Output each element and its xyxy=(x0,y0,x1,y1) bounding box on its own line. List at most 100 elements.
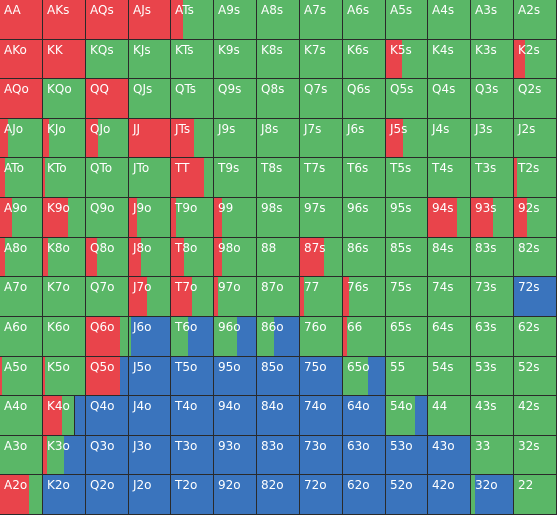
hand-cell[interactable]: T3s xyxy=(471,158,513,197)
hand-cell[interactable]: Q7o xyxy=(86,277,128,316)
hand-cell[interactable]: Q7s xyxy=(300,79,342,118)
hand-cell[interactable]: AKs xyxy=(43,0,85,39)
hand-cell[interactable]: J8o xyxy=(129,238,170,276)
hand-cell[interactable]: KK xyxy=(43,40,85,78)
hand-cell[interactable]: Q8s xyxy=(257,79,299,118)
hand-cell[interactable]: AJo xyxy=(0,119,42,157)
hand-cell[interactable]: T6o xyxy=(171,317,213,356)
hand-cell[interactable]: T4o xyxy=(171,396,213,435)
hand-cell[interactable]: K7o xyxy=(43,277,85,316)
hand-cell[interactable]: QTo xyxy=(86,158,128,197)
hand-cell[interactable]: Q6o xyxy=(86,317,128,356)
hand-cell[interactable]: 77 xyxy=(300,277,342,316)
hand-cell[interactable]: 76s xyxy=(343,277,385,316)
hand-cell[interactable]: 74o xyxy=(300,396,342,435)
hand-cell[interactable]: K4o xyxy=(43,396,85,435)
hand-cell[interactable]: A9o xyxy=(0,198,42,237)
hand-cell[interactable]: 83o xyxy=(257,436,299,474)
hand-cell[interactable]: T6s xyxy=(343,158,385,197)
hand-cell[interactable]: K6o xyxy=(43,317,85,356)
hand-cell[interactable]: 64o xyxy=(343,396,385,435)
hand-cell[interactable]: 95o xyxy=(214,357,256,395)
hand-cell[interactable]: J2s xyxy=(514,119,556,157)
hand-cell[interactable]: 55 xyxy=(386,357,427,395)
hand-cell[interactable]: K9o xyxy=(43,198,85,237)
hand-cell[interactable]: J5o xyxy=(129,357,170,395)
hand-cell[interactable]: J9o xyxy=(129,198,170,237)
hand-cell[interactable]: KTs xyxy=(171,40,213,78)
hand-cell[interactable]: QJs xyxy=(129,79,170,118)
hand-cell[interactable]: K9s xyxy=(214,40,256,78)
hand-cell[interactable]: 98o xyxy=(214,238,256,276)
hand-cell[interactable]: 22 xyxy=(514,475,556,514)
hand-cell[interactable]: Q4o xyxy=(86,396,128,435)
hand-cell[interactable]: AQs xyxy=(86,0,128,39)
hand-cell[interactable]: 87s xyxy=(300,238,342,276)
hand-cell[interactable]: A5s xyxy=(386,0,427,39)
hand-cell[interactable]: Q5s xyxy=(386,79,427,118)
hand-cell[interactable]: 96o xyxy=(214,317,256,356)
hand-cell[interactable]: 65o xyxy=(343,357,385,395)
hand-cell[interactable]: 53o xyxy=(386,436,427,474)
hand-cell[interactable]: AQo xyxy=(0,79,42,118)
hand-cell[interactable]: 97s xyxy=(300,198,342,237)
hand-cell[interactable]: Q3s xyxy=(471,79,513,118)
hand-cell[interactable]: 73o xyxy=(300,436,342,474)
hand-cell[interactable]: 84s xyxy=(428,238,470,276)
hand-cell[interactable]: Q2s xyxy=(514,79,556,118)
hand-cell[interactable]: 64s xyxy=(428,317,470,356)
hand-cell[interactable]: 74s xyxy=(428,277,470,316)
hand-cell[interactable]: 83s xyxy=(471,238,513,276)
hand-cell[interactable]: A4o xyxy=(0,396,42,435)
hand-cell[interactable]: Q2o xyxy=(86,475,128,514)
hand-cell[interactable]: ATo xyxy=(0,158,42,197)
hand-cell[interactable]: T8o xyxy=(171,238,213,276)
hand-cell[interactable]: J3s xyxy=(471,119,513,157)
hand-cell[interactable]: 54o xyxy=(386,396,427,435)
hand-cell[interactable]: K8o xyxy=(43,238,85,276)
hand-cell[interactable]: T5o xyxy=(171,357,213,395)
hand-cell[interactable]: T5s xyxy=(386,158,427,197)
hand-cell[interactable]: QTs xyxy=(171,79,213,118)
hand-cell[interactable]: 92o xyxy=(214,475,256,514)
hand-cell[interactable]: 84o xyxy=(257,396,299,435)
hand-cell[interactable]: J2o xyxy=(129,475,170,514)
hand-cell[interactable]: 87o xyxy=(257,277,299,316)
hand-cell[interactable]: 88 xyxy=(257,238,299,276)
hand-cell[interactable]: 93o xyxy=(214,436,256,474)
hand-cell[interactable]: KJs xyxy=(129,40,170,78)
hand-cell[interactable]: KJo xyxy=(43,119,85,157)
hand-cell[interactable]: 72o xyxy=(300,475,342,514)
hand-cell[interactable]: 33 xyxy=(471,436,513,474)
hand-cell[interactable]: A2o xyxy=(0,475,42,514)
hand-cell[interactable]: J5s xyxy=(386,119,427,157)
hand-cell[interactable]: 73s xyxy=(471,277,513,316)
hand-cell[interactable]: AKo xyxy=(0,40,42,78)
hand-cell[interactable]: J6s xyxy=(343,119,385,157)
hand-cell[interactable]: 96s xyxy=(343,198,385,237)
hand-cell[interactable]: AA xyxy=(0,0,42,39)
hand-cell[interactable]: J9s xyxy=(214,119,256,157)
hand-cell[interactable]: 52s xyxy=(514,357,556,395)
hand-cell[interactable]: T2o xyxy=(171,475,213,514)
hand-cell[interactable]: 43o xyxy=(428,436,470,474)
hand-cell[interactable]: QJo xyxy=(86,119,128,157)
hand-cell[interactable]: K3o xyxy=(43,436,85,474)
hand-cell[interactable]: JTs xyxy=(171,119,213,157)
hand-cell[interactable]: 99 xyxy=(214,198,256,237)
hand-cell[interactable]: JJ xyxy=(129,119,170,157)
hand-cell[interactable]: 85s xyxy=(386,238,427,276)
hand-cell[interactable]: K2s xyxy=(514,40,556,78)
hand-cell[interactable]: 98s xyxy=(257,198,299,237)
hand-cell[interactable]: 95s xyxy=(386,198,427,237)
hand-cell[interactable]: K5s xyxy=(386,40,427,78)
hand-cell[interactable]: TT xyxy=(171,158,213,197)
hand-cell[interactable]: K5o xyxy=(43,357,85,395)
hand-cell[interactable]: KQs xyxy=(86,40,128,78)
hand-cell[interactable]: T7s xyxy=(300,158,342,197)
hand-cell[interactable]: A6o xyxy=(0,317,42,356)
hand-cell[interactable]: 82o xyxy=(257,475,299,514)
hand-cell[interactable]: K7s xyxy=(300,40,342,78)
hand-cell[interactable]: 42o xyxy=(428,475,470,514)
hand-cell[interactable]: 32s xyxy=(514,436,556,474)
